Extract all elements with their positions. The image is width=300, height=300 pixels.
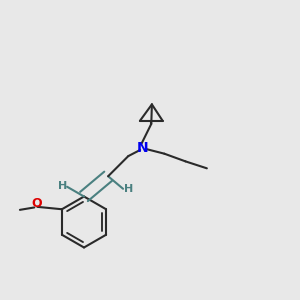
Text: H: H (58, 181, 67, 191)
Text: N: N (137, 141, 148, 155)
Text: O: O (31, 197, 42, 210)
Text: H: H (124, 184, 133, 194)
